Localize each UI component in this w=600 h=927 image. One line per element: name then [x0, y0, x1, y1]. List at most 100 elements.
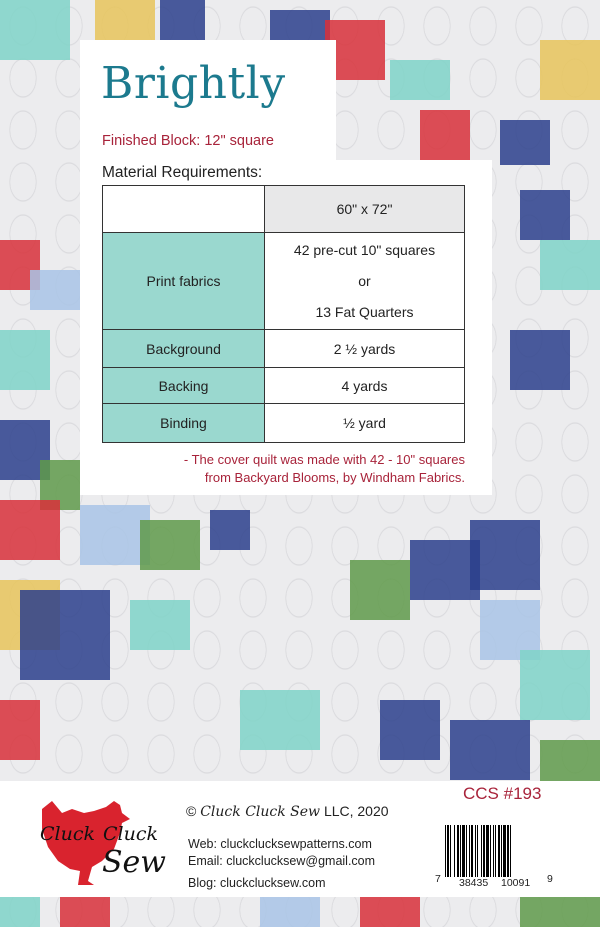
- barcode-bar: [502, 825, 503, 877]
- quilt-patch: [360, 897, 420, 927]
- quilt-patch: [130, 600, 190, 650]
- barcode-bar: [470, 825, 471, 877]
- barcode-bar: [478, 825, 481, 877]
- quilt-patch: [520, 897, 600, 927]
- barcode-bar: [486, 825, 489, 877]
- barcode-bar: [510, 825, 511, 877]
- quilt-patch: [0, 700, 40, 760]
- barcode-bar: [475, 825, 476, 877]
- barcode-digit: 38435: [457, 877, 491, 889]
- barcode-bar: [473, 825, 475, 877]
- note-line: - The cover quilt was made with 42 - 10"…: [183, 452, 465, 467]
- email-link[interactable]: Email: cluckclucksew@gmail.com: [188, 854, 376, 868]
- barcode-bar: [450, 825, 451, 877]
- quilt-patch: [350, 560, 410, 620]
- barcode: 7 38435 10091 9: [433, 825, 555, 889]
- value-line: or: [358, 272, 371, 289]
- barcode-bar: [457, 825, 459, 877]
- table-row: Background 2 ½ yards: [102, 329, 465, 368]
- quilt-patch: [0, 0, 70, 60]
- barcode-bar: [481, 825, 482, 877]
- quilt-patch: [380, 700, 440, 760]
- quilt-patch: [410, 540, 480, 600]
- barcode-bars: [445, 825, 511, 877]
- table-row: Binding ½ yard: [102, 403, 465, 443]
- quilt-patch: [520, 190, 570, 240]
- quilt-patch: [60, 897, 110, 927]
- barcode-bar: [506, 825, 507, 877]
- quilt-patch: [30, 270, 80, 310]
- barcode-bar: [451, 825, 454, 877]
- header-cell-size: 60" x 72": [264, 185, 465, 233]
- value-line: 42 pre-cut 10" squares: [293, 241, 436, 258]
- logo-word-sew: Sew: [102, 845, 166, 880]
- material-requirements-heading: Material Requirements:: [102, 164, 263, 181]
- quilt-patch: [160, 0, 205, 40]
- cover-quilt-note: - The cover quilt was made with 42 - 10"…: [184, 451, 465, 487]
- barcode-bar: [449, 825, 450, 877]
- quilt-patch: [510, 330, 570, 390]
- row-value: 4 yards: [264, 367, 465, 404]
- barcode-bar: [503, 825, 506, 877]
- logo-word-cluck: Cluck: [40, 823, 96, 845]
- row-value: ½ yard: [264, 403, 465, 443]
- quilt-patch: [20, 590, 110, 680]
- barcode-bar: [445, 825, 446, 877]
- barcode-bar: [477, 825, 478, 877]
- barcode-bar: [446, 825, 447, 877]
- row-value: 2 ½ yards: [264, 329, 465, 368]
- barcode-digit: 9: [545, 873, 555, 885]
- barcode-bar: [495, 825, 496, 877]
- pattern-title: Brightly: [101, 58, 286, 109]
- barcode-bar: [482, 825, 483, 877]
- barcode-bar: [491, 825, 493, 877]
- barcode-bar: [493, 825, 494, 877]
- row-value: 42 pre-cut 10" squares or 13 Fat Quarter…: [264, 232, 465, 330]
- quilt-patch: [520, 650, 590, 720]
- logo-word-cluck: Cluck: [103, 823, 159, 845]
- copyright-symbol: ©: [186, 803, 197, 819]
- quilt-patch: [540, 240, 600, 290]
- table-row: Backing 4 yards: [102, 367, 465, 404]
- barcode-bar: [483, 825, 485, 877]
- barcode-bar: [507, 825, 509, 877]
- quilt-patch: [0, 330, 50, 390]
- barcode-bar: [498, 825, 500, 877]
- value-line: 13 Fat Quarters: [315, 303, 414, 320]
- quilt-patch: [210, 510, 250, 550]
- barcode-bar: [460, 825, 461, 877]
- barcode-digit: 7: [433, 873, 443, 885]
- copyright-brand: Cluck Cluck Sew: [200, 804, 321, 820]
- barcode-bar: [467, 825, 469, 877]
- web-link[interactable]: Web: cluckclucksewpatterns.com: [188, 837, 372, 851]
- quilt-patch: [140, 520, 200, 570]
- quilt-patch: [80, 505, 150, 565]
- quilt-patch: [390, 60, 450, 100]
- barcode-bar: [469, 825, 470, 877]
- barcode-bar: [500, 825, 501, 877]
- barcode-bar: [466, 825, 467, 877]
- quilt-patch: [260, 897, 320, 927]
- barcode-bar: [485, 825, 486, 877]
- quilt-patch: [450, 720, 530, 780]
- barcode-bar: [462, 825, 465, 877]
- product-code: CCS #193: [463, 784, 542, 803]
- row-label: Binding: [102, 403, 265, 443]
- barcode-bar: [489, 825, 490, 877]
- barcode-bar: [490, 825, 491, 877]
- barcode-bar: [501, 825, 502, 877]
- quilt-patch: [540, 40, 600, 100]
- quilt-patch: [0, 500, 60, 560]
- barcode-bar: [471, 825, 473, 877]
- table-row: Print fabrics 42 pre-cut 10" squares or …: [102, 232, 465, 330]
- quilt-patch: [470, 520, 540, 590]
- barcode-bar: [455, 825, 457, 877]
- barcode-bar: [454, 825, 455, 877]
- blog-link[interactable]: Blog: cluckclucksew.com: [188, 876, 326, 890]
- material-requirements-table: 60" x 72" Print fabrics 42 pre-cut 10" s…: [102, 185, 465, 443]
- quilt-patch: [240, 690, 320, 750]
- copyright: © Cluck Cluck Sew LLC, 2020: [186, 803, 389, 820]
- barcode-bar: [461, 825, 462, 877]
- note-line: from Backyard Blooms, by Windham Fabrics…: [204, 470, 465, 485]
- table-header-row: 60" x 72": [102, 185, 465, 233]
